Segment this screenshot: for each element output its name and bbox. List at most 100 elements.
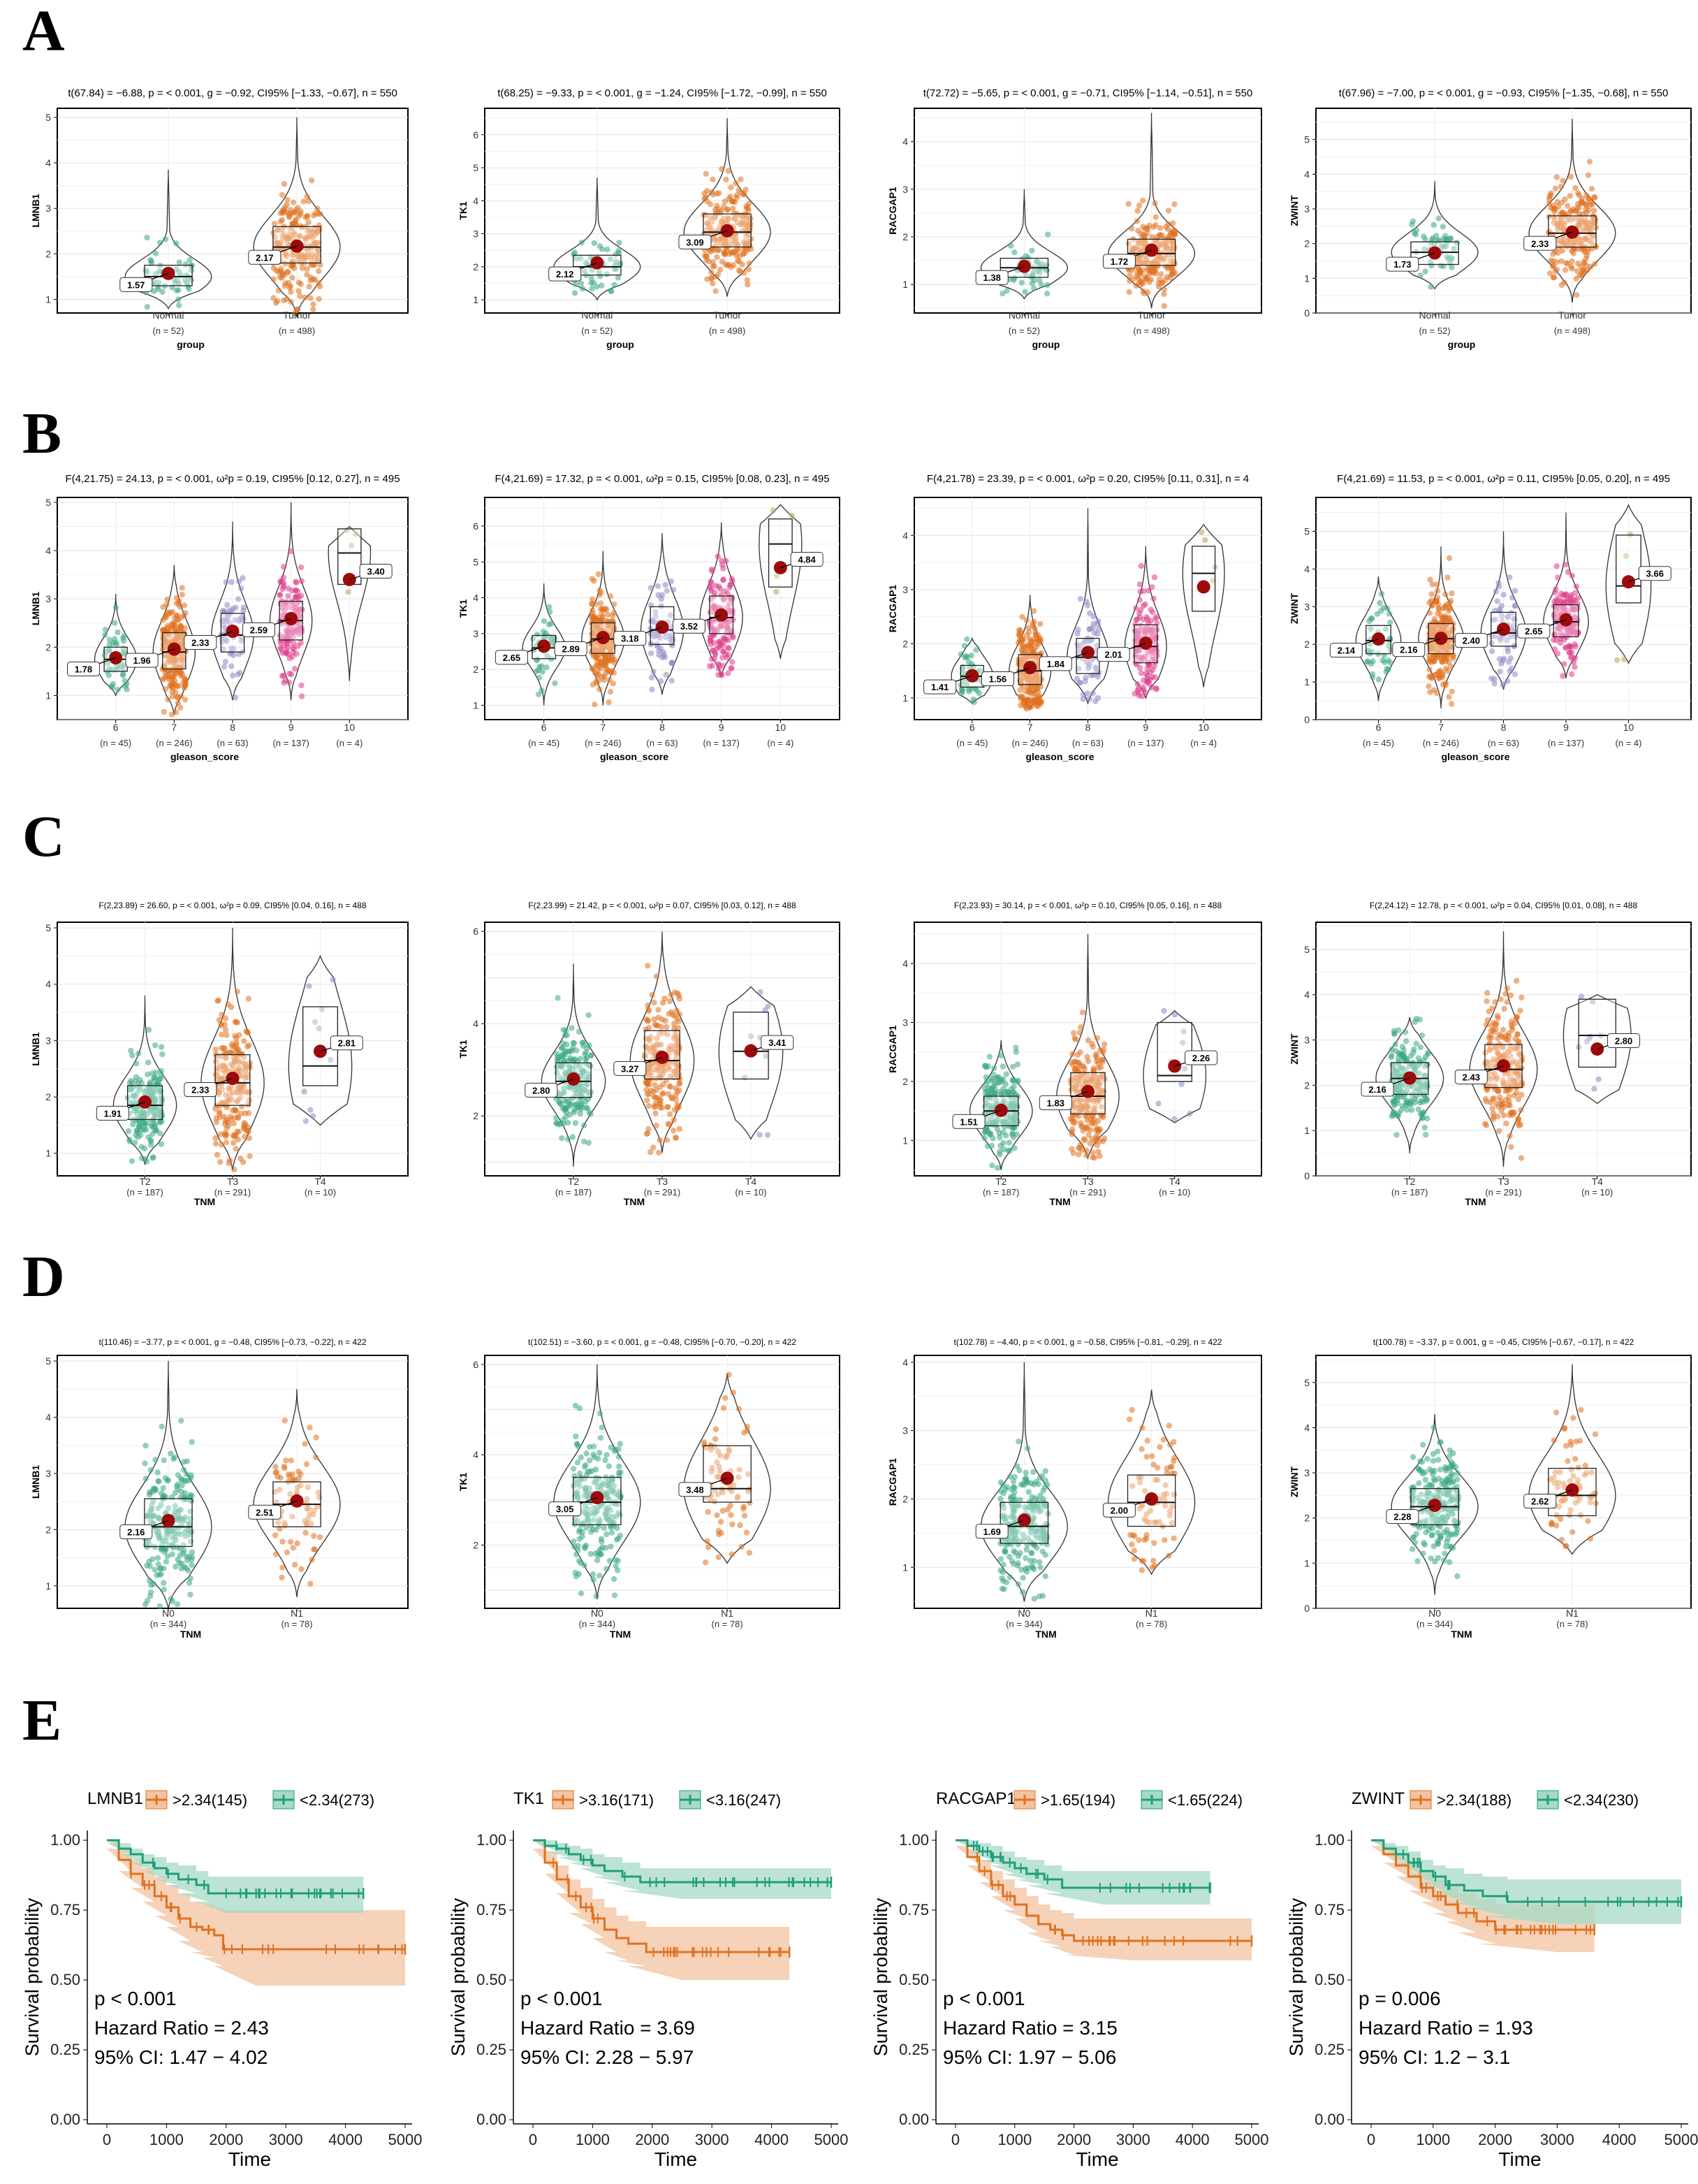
data-point (217, 1159, 224, 1165)
y-tick-label: 1 (902, 692, 908, 704)
data-point (216, 1017, 222, 1024)
y-tick-label: 4 (902, 136, 908, 147)
data-point (212, 1135, 219, 1142)
data-point (225, 1119, 231, 1126)
data-point (224, 1032, 230, 1038)
data-point (1009, 1130, 1016, 1137)
data-point (572, 1120, 579, 1126)
data-point (1140, 231, 1146, 238)
data-point (971, 699, 977, 706)
data-point (607, 593, 614, 599)
data-point (1551, 599, 1558, 605)
group-n-label: (n = 137) (703, 738, 739, 748)
data-point (651, 999, 657, 1006)
data-point (1178, 1081, 1185, 1088)
data-point (1555, 249, 1561, 256)
data-point (244, 1028, 251, 1035)
data-point (188, 267, 195, 273)
data-point (309, 177, 315, 184)
data-point (715, 272, 722, 278)
data-point (226, 1157, 233, 1164)
data-point (1038, 282, 1045, 288)
chart-subtitle: F(2,23.89) = 26.60, p = < 0.001, ω²p = 0… (98, 901, 367, 910)
data-point (230, 606, 236, 612)
chart-subtitle: F(4,21.78) = 23.39, p = < 0.001, ω²p = 0… (927, 473, 1249, 485)
data-point (729, 659, 735, 665)
data-point (724, 206, 731, 213)
data-point (1000, 1076, 1007, 1082)
data-point (1086, 696, 1092, 702)
data-point (246, 1135, 252, 1142)
data-point (1566, 649, 1573, 655)
data-point (151, 1077, 157, 1084)
data-point (1028, 639, 1035, 646)
data-point (1165, 208, 1172, 214)
y-tick-label: 5 (1304, 526, 1310, 537)
y-tick-label: 2 (902, 231, 908, 242)
group-n-label: (n = 52) (581, 326, 613, 336)
data-point (1620, 656, 1627, 662)
mean-label: 2.81 (338, 1038, 356, 1049)
data-point (241, 1038, 247, 1044)
data-point (1614, 657, 1620, 663)
data-point (182, 277, 189, 284)
data-point (566, 1098, 572, 1105)
x-tick-label: T4 (745, 1176, 757, 1187)
data-point (1071, 1058, 1078, 1065)
y-tick-label: 2 (45, 1091, 51, 1102)
data-point (726, 584, 733, 591)
mean-label: 1.83 (1047, 1098, 1064, 1108)
data-point (143, 1127, 149, 1133)
data-point (1002, 1081, 1009, 1088)
data-point (657, 1104, 663, 1111)
data-point (238, 585, 244, 592)
mean-label: 2.80 (532, 1085, 550, 1095)
data-point (1444, 601, 1451, 607)
data-point (170, 679, 176, 686)
data-point (1449, 590, 1455, 597)
data-point (1558, 598, 1565, 605)
data-point (1512, 588, 1518, 594)
data-point (573, 281, 579, 287)
y-tick-label: 5 (45, 112, 51, 123)
data-point (1435, 215, 1442, 221)
data-point (789, 512, 795, 518)
data-point (585, 1012, 592, 1019)
group-n-label: (n = 10) (305, 1187, 336, 1197)
data-point (288, 548, 294, 555)
data-point (742, 187, 749, 193)
data-point (655, 1149, 662, 1156)
data-point (172, 279, 178, 286)
data-point (245, 996, 252, 1002)
charts: t(67.84) = −6.88, p = < 0.001, g = −0.92… (22, 87, 1698, 2170)
data-point (1428, 284, 1434, 290)
data-point (145, 1059, 152, 1065)
data-point (740, 251, 747, 257)
data-point (1090, 690, 1097, 697)
data-point (539, 687, 545, 694)
data-point (998, 1052, 1004, 1059)
data-point (1576, 192, 1582, 198)
data-point (173, 240, 180, 247)
data-point (300, 198, 307, 205)
data-point (293, 579, 300, 585)
mean-label: 3.52 (680, 621, 698, 632)
group-n-label: (n = 498) (709, 326, 745, 336)
data-point (708, 641, 714, 648)
data-point (1140, 588, 1147, 595)
data-point (1095, 621, 1101, 627)
data-point (271, 221, 278, 227)
data-point (533, 668, 539, 675)
mean-label: 2.65 (1525, 626, 1542, 636)
data-point (1074, 1051, 1081, 1058)
data-point (1094, 1142, 1101, 1149)
data-point (214, 1151, 221, 1158)
data-point (157, 240, 163, 246)
data-point (230, 1107, 236, 1114)
data-point (285, 592, 291, 599)
data-point (1507, 655, 1514, 662)
data-point (645, 963, 651, 969)
group-n-label: (n = 45) (1363, 738, 1394, 748)
data-point (281, 181, 288, 187)
data-point (1133, 616, 1140, 623)
